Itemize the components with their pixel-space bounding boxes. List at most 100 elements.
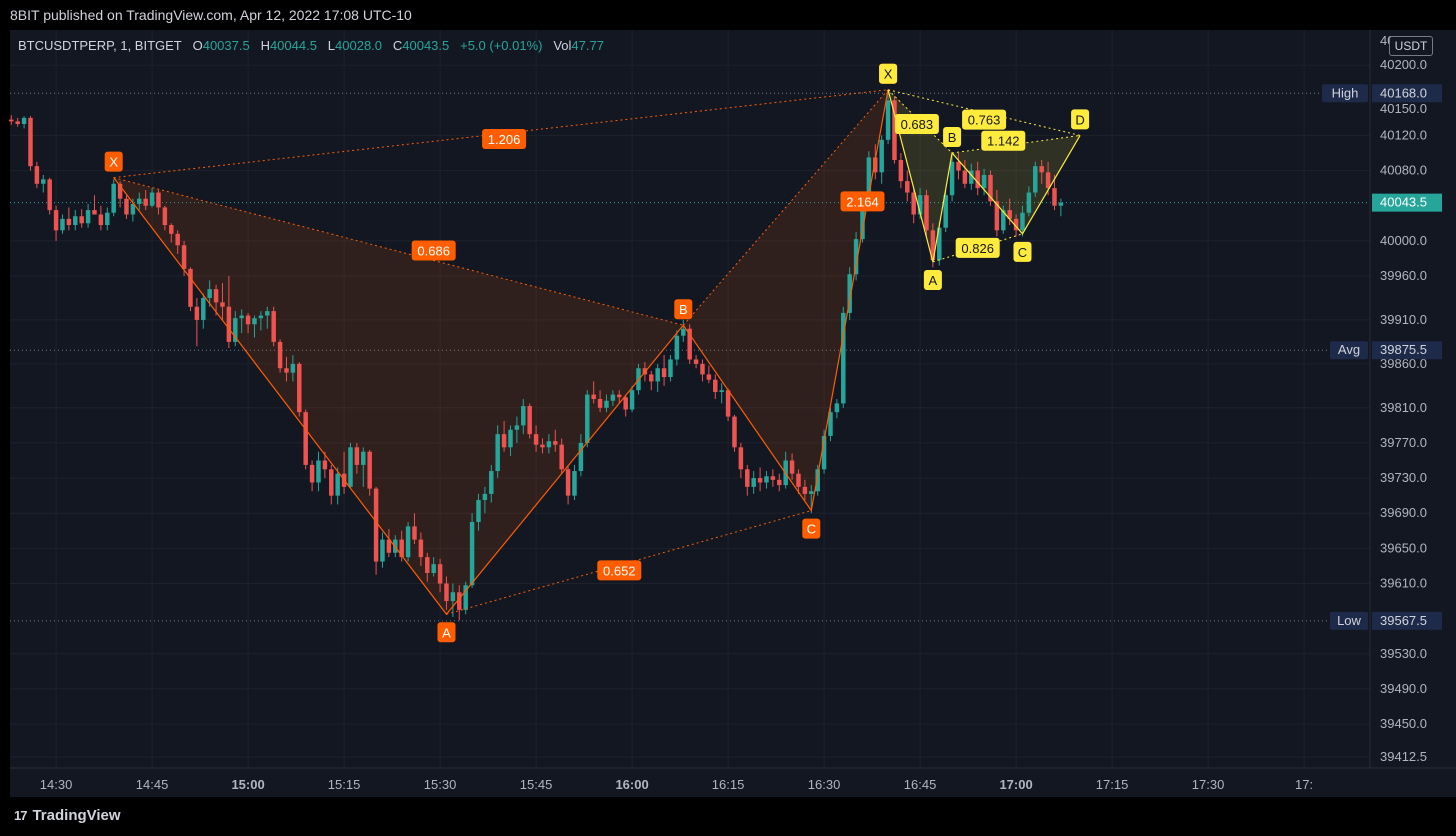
candle	[252, 315, 257, 338]
high-value: 40044.5	[269, 38, 317, 53]
candle-body	[719, 390, 724, 392]
candle	[354, 442, 360, 474]
candle-body	[111, 183, 116, 213]
candle	[508, 425, 513, 457]
price-line-value-tag	[1372, 611, 1442, 630]
candle-body	[501, 434, 507, 448]
small-pattern-ratio-badge	[894, 114, 939, 135]
candle	[981, 168, 987, 196]
y-tick-label: 39490.0	[1380, 681, 1427, 696]
candle-body	[21, 117, 27, 125]
small-pattern-point-label: X	[884, 67, 893, 82]
small-pattern-point-badge	[1071, 109, 1090, 130]
candle-body	[1026, 192, 1032, 213]
candle-body	[1020, 212, 1025, 231]
candle	[380, 532, 385, 568]
candle	[149, 188, 155, 208]
symbol-label[interactable]: BTCUSDTPERP, 1, BITGET	[18, 38, 182, 53]
candle	[879, 135, 884, 184]
candle-body	[137, 198, 142, 204]
currency-unit-button[interactable]: USDT	[1389, 36, 1433, 56]
big-pattern-point-badge	[802, 518, 821, 539]
y-tick-label: 39610.0	[1380, 576, 1427, 591]
candle	[1058, 198, 1064, 217]
small-pattern-triangle-bcd	[952, 135, 1081, 234]
candle	[476, 493, 481, 531]
candle-body	[764, 476, 769, 483]
candle	[604, 394, 609, 413]
candle-body	[879, 139, 884, 173]
candle-body	[124, 198, 129, 215]
candle	[386, 529, 392, 558]
big-pattern-ratio-badge	[840, 191, 885, 212]
candle-body	[437, 564, 443, 584]
price-line-label: Low	[1337, 613, 1361, 628]
candle	[105, 207, 110, 231]
candle	[92, 195, 97, 215]
candle-body	[277, 341, 283, 369]
small-pattern-ratio-text: 0.763	[968, 113, 1001, 128]
big-pattern-triangle-bcd	[683, 89, 889, 511]
candle	[143, 189, 148, 211]
candle	[53, 205, 59, 241]
candle-body	[220, 302, 225, 307]
candle	[841, 306, 846, 408]
y-tick-label: 39960.0	[1380, 268, 1427, 283]
candle-body	[796, 473, 801, 487]
candle	[373, 486, 379, 575]
candle-body	[809, 491, 814, 494]
candle-body	[994, 201, 1000, 231]
candle	[201, 293, 206, 329]
candle	[796, 469, 801, 494]
axes: 14:30 14:45 15:00 15:15 15:30 15:45 16:00 16:15…	[10, 30, 1456, 797]
candle-body	[674, 335, 680, 360]
x-tick-label: 16:30	[808, 777, 841, 792]
candle-body	[732, 416, 737, 448]
candlestick-chart[interactable]: 1.206 0.686 2.164 0.652 X A B C D 0.683 0.763 1.142…	[0, 0, 1456, 797]
candle-body	[591, 394, 596, 399]
candle	[1026, 186, 1032, 217]
volume-label: Vol	[553, 38, 572, 53]
candle-body	[149, 192, 155, 206]
candle-body	[1007, 210, 1012, 219]
candle-body	[853, 239, 859, 275]
candle-body	[303, 412, 308, 465]
candle	[661, 355, 667, 386]
candle	[674, 330, 680, 366]
candle-body	[911, 192, 916, 215]
candle-body	[559, 444, 564, 470]
big-pattern-ratio-text: 2.164	[846, 194, 879, 209]
candle	[463, 581, 468, 615]
y-tick-label: 39810.0	[1380, 400, 1427, 415]
tradingview-logo[interactable]: 17 TradingView	[14, 807, 121, 824]
candle	[975, 161, 980, 196]
x-tick-label: 15:30	[424, 777, 457, 792]
candle-body	[757, 478, 763, 483]
x-tick-label: 17:30	[1192, 777, 1225, 792]
candle	[169, 223, 174, 243]
candle	[732, 414, 737, 452]
chart-frame[interactable]	[10, 30, 1456, 797]
small-pattern-ratio-text: 0.826	[961, 241, 994, 256]
candle	[668, 355, 673, 382]
candle-body	[885, 100, 891, 140]
candle	[220, 283, 225, 320]
candle	[495, 425, 500, 479]
big-pattern-ratio-badge	[411, 240, 456, 261]
candle-body	[412, 526, 417, 540]
change-value: +5.0 (+0.01%)	[460, 38, 543, 53]
price-line-value: 39875.5	[1380, 342, 1427, 357]
candle-body	[316, 460, 321, 483]
candle	[617, 390, 622, 404]
candle	[623, 394, 628, 417]
candle-body	[367, 451, 372, 489]
candle-body	[725, 390, 731, 417]
candle	[348, 442, 353, 489]
candle	[713, 374, 718, 399]
candles	[9, 89, 1064, 621]
candle-body	[258, 315, 264, 319]
candle-body	[1058, 202, 1064, 206]
candle	[655, 363, 660, 392]
candle-body	[828, 412, 833, 436]
close-label: C	[392, 38, 403, 53]
